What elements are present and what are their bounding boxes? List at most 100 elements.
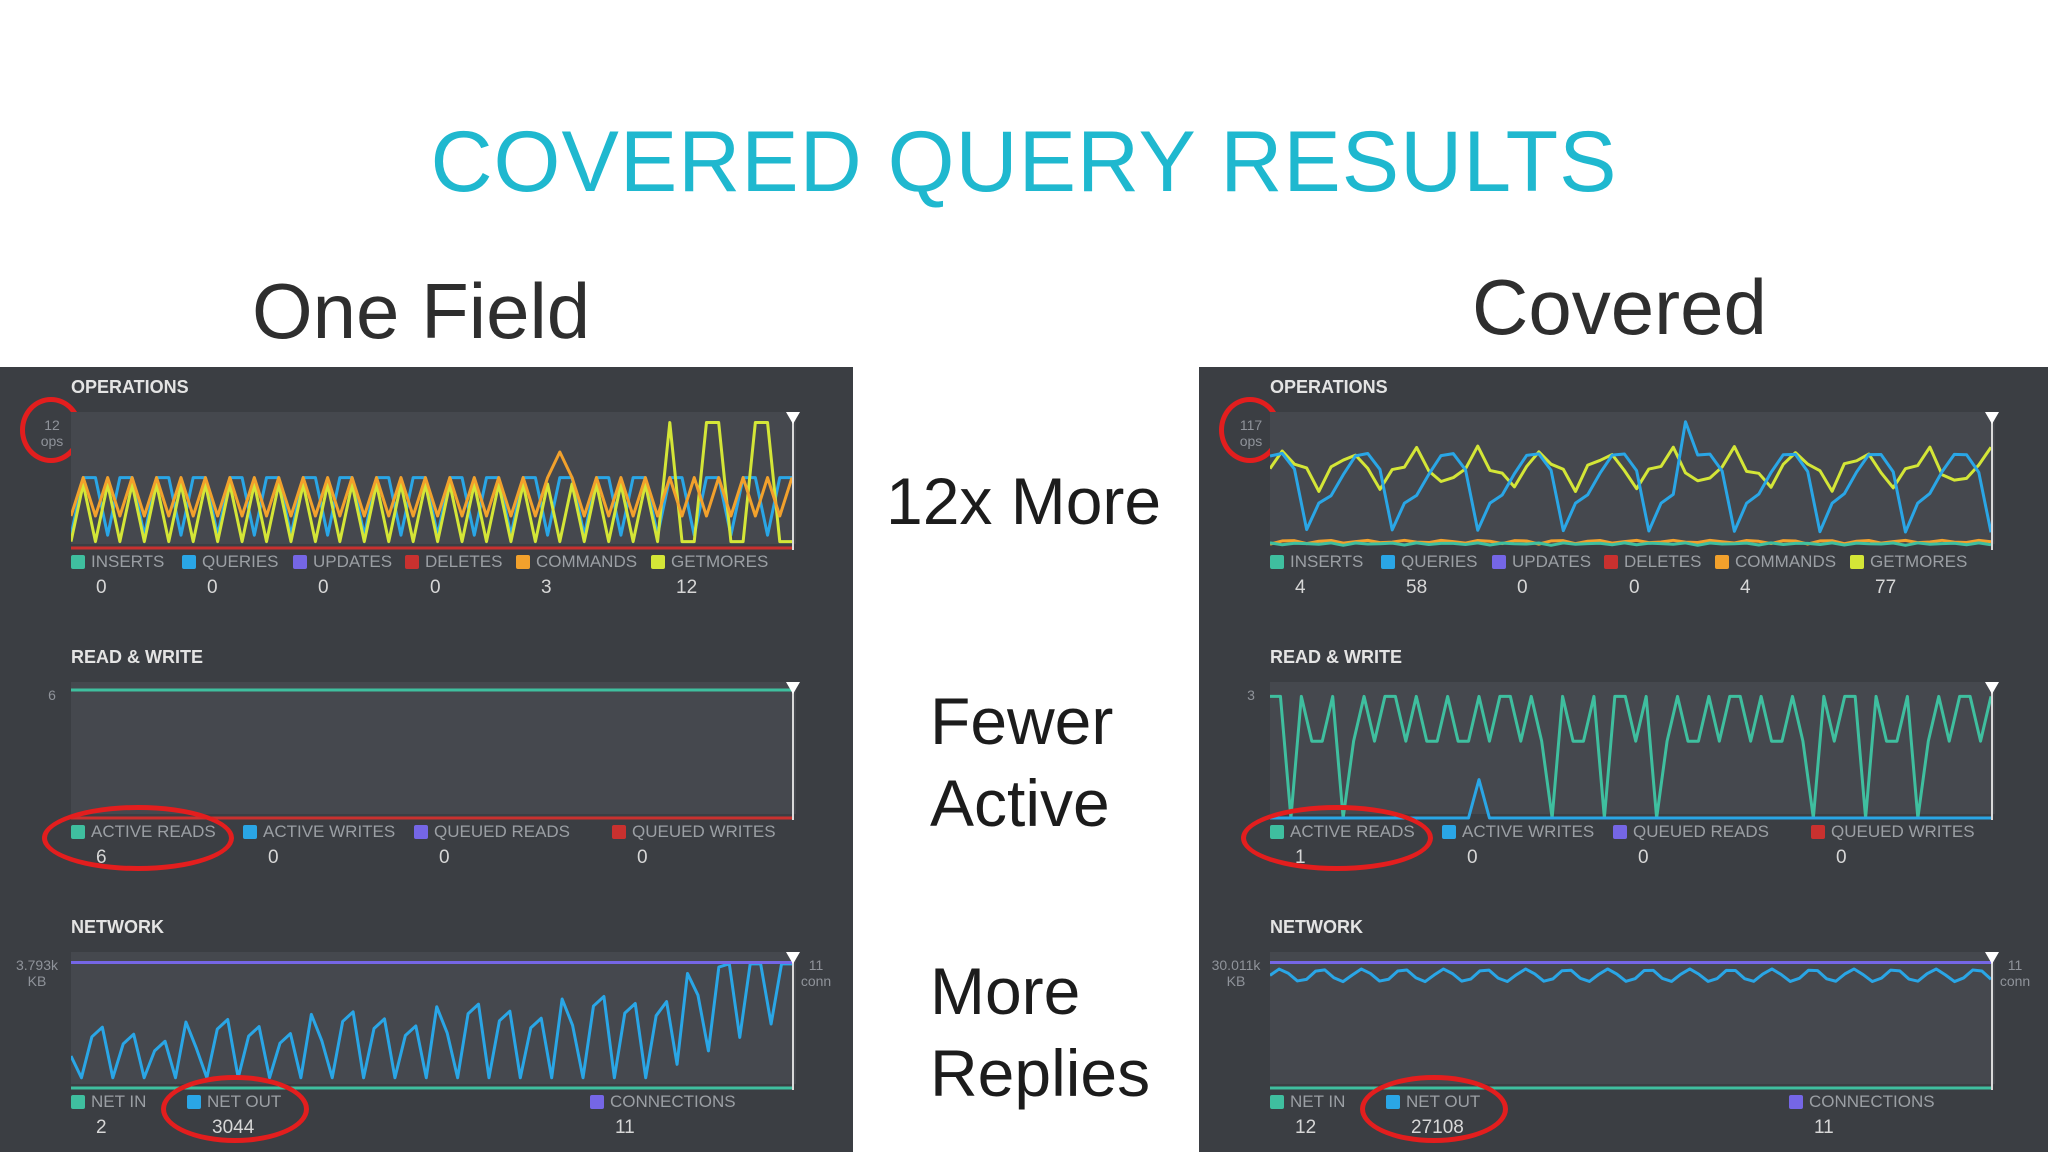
legend-swatch [1715, 555, 1729, 569]
legend-label: INSERTS [91, 552, 165, 571]
note-line: Replies [930, 1036, 1151, 1110]
legend-label: QUEUED WRITES [1831, 822, 1975, 841]
time-cursor-handle-icon[interactable] [1985, 682, 1999, 694]
scale-value: 3.793k [15, 957, 59, 973]
legend-value-active-writes: 0 [1467, 847, 1478, 868]
time-cursor-handle-icon[interactable] [786, 412, 800, 424]
note-line: Fewer [930, 684, 1114, 758]
legend-label: NET IN [1290, 1092, 1346, 1111]
network-chart-lines [71, 952, 800, 1090]
monitoring-panel-covered: OPERATIONS 117 ops INSERTS 4 QUERIES 58 UPDATES… [1199, 367, 2048, 1152]
series-line-active-reads [1270, 694, 1993, 820]
operations-chart-lines [1270, 412, 1999, 550]
legend-swatch [1604, 555, 1618, 569]
note-line: More [930, 954, 1081, 1028]
comparison-note-operations: 12x More [886, 460, 1161, 542]
legend-item-active-writes[interactable]: ACTIVE WRITES [243, 822, 395, 842]
legend-value-net-in: 12 [1295, 1117, 1317, 1138]
legend-item-updates[interactable]: UPDATES [1492, 552, 1591, 572]
legend-value-queued-writes: 0 [637, 847, 648, 868]
legend-swatch [414, 825, 428, 839]
network-scale-left: 3.793k KB [4, 957, 70, 989]
legend-swatch [590, 1095, 604, 1109]
legend-value-inserts: 4 [1295, 577, 1306, 598]
legend-label: NET IN [91, 1092, 147, 1111]
network-scale-right: 11 conn [1995, 957, 2035, 989]
scale-unit: KB [1226, 973, 1246, 989]
legend-swatch [293, 555, 307, 569]
network-scale-left: 30.011k KB [1203, 957, 1269, 989]
legend-value-queries: 58 [1406, 577, 1428, 598]
legend-item-getmores[interactable]: GETMORES [1850, 552, 1967, 572]
legend-item-connections[interactable]: CONNECTIONS [590, 1092, 736, 1112]
legend-item-commands[interactable]: COMMANDS [516, 552, 637, 572]
legend-label: ACTIVE WRITES [263, 822, 396, 841]
time-cursor-handle-icon[interactable] [786, 682, 800, 694]
legend-label: GETMORES [671, 552, 769, 571]
legend-value-commands: 3 [541, 577, 552, 598]
legend-label: CONNECTIONS [610, 1092, 736, 1111]
legend-item-net-in[interactable]: NET IN [71, 1092, 146, 1112]
legend-swatch [71, 1095, 85, 1109]
legend-item-queued-reads[interactable]: QUEUED READS [1613, 822, 1769, 842]
series-line-net-out [1270, 967, 1993, 984]
operations-chart [71, 412, 800, 550]
legend-swatch [1270, 555, 1284, 569]
legend-item-deletes[interactable]: DELETES [1604, 552, 1701, 572]
legend-swatch [405, 555, 419, 569]
scale-value: 30.011k [1211, 957, 1261, 973]
legend-label: QUERIES [1401, 552, 1478, 571]
legend-swatch [71, 555, 85, 569]
time-cursor-handle-icon[interactable] [1985, 412, 1999, 424]
operations-chart [1270, 412, 1999, 550]
legend-value-updates: 0 [318, 577, 329, 598]
comparison-note-active: Fewer Active [930, 680, 1113, 844]
legend-item-updates[interactable]: UPDATES [293, 552, 392, 572]
legend-value-commands: 4 [1740, 577, 1751, 598]
legend-item-getmores[interactable]: GETMORES [651, 552, 768, 572]
legend-item-inserts[interactable]: INSERTS [71, 552, 164, 572]
legend-swatch [1270, 1095, 1284, 1109]
legend-swatch [651, 555, 665, 569]
read-write-chart [71, 682, 800, 820]
highlight-circle [1360, 1075, 1508, 1143]
legend-value-net-in: 2 [96, 1117, 107, 1138]
operations-title: OPERATIONS [71, 377, 189, 397]
legend-value-getmores: 12 [676, 577, 698, 598]
time-cursor-handle-icon[interactable] [786, 952, 800, 964]
legend-item-inserts[interactable]: INSERTS [1270, 552, 1363, 572]
network-chart-lines [1270, 952, 1999, 1090]
slide-title: COVERED QUERY RESULTS [430, 114, 1618, 210]
legend-label: COMMANDS [1735, 552, 1837, 571]
legend-value-inserts: 0 [96, 577, 107, 598]
legend-value-queries: 0 [207, 577, 218, 598]
legend-item-net-in[interactable]: NET IN [1270, 1092, 1345, 1112]
read-write-chart-lines [1270, 682, 1999, 820]
legend-item-active-writes[interactable]: ACTIVE WRITES [1442, 822, 1594, 842]
right-column-title: Covered [1472, 263, 1767, 351]
legend-label: UPDATES [1512, 552, 1592, 571]
legend-item-queued-writes[interactable]: QUEUED WRITES [612, 822, 776, 842]
legend-item-commands[interactable]: COMMANDS [1715, 552, 1836, 572]
operations-title: OPERATIONS [1270, 377, 1388, 397]
read-write-title: READ & WRITE [1270, 647, 1402, 667]
monitoring-panel-one-field: OPERATIONS 12 ops INSERTS 0 QUERIES 0 UPDATES 0 D… [0, 367, 853, 1152]
legend-item-queued-reads[interactable]: QUEUED READS [414, 822, 570, 842]
legend-swatch [1811, 825, 1825, 839]
legend-item-connections[interactable]: CONNECTIONS [1789, 1092, 1935, 1112]
legend-item-deletes[interactable]: DELETES [405, 552, 502, 572]
legend-label: UPDATES [313, 552, 393, 571]
legend-item-queries[interactable]: QUERIES [182, 552, 279, 572]
legend-swatch [1381, 555, 1395, 569]
legend-value-connections: 11 [1814, 1117, 1834, 1138]
read-write-chart-lines [71, 682, 800, 820]
legend-swatch [1492, 555, 1506, 569]
note-line: Active [930, 766, 1110, 840]
legend-item-queries[interactable]: QUERIES [1381, 552, 1478, 572]
legend-label: GETMORES [1870, 552, 1968, 571]
highlight-circle [42, 805, 234, 871]
legend-value-queued-reads: 0 [1638, 847, 1649, 868]
legend-item-queued-writes[interactable]: QUEUED WRITES [1811, 822, 1975, 842]
scale-value: 11 [808, 957, 824, 973]
time-cursor-handle-icon[interactable] [1985, 952, 1999, 964]
